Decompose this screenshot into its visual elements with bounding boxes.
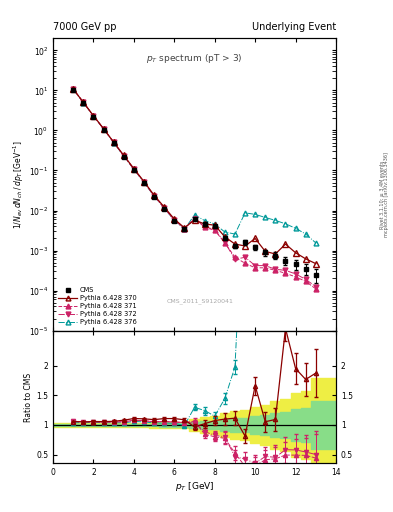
Y-axis label: Ratio to CMS: Ratio to CMS <box>24 372 33 421</box>
Text: mcplots.cern.ch [arXiv:1306.3436]: mcplots.cern.ch [arXiv:1306.3436] <box>384 152 389 237</box>
Text: CMS_2011_S9120041: CMS_2011_S9120041 <box>167 298 233 304</box>
Legend: CMS, Pythia 6.428 370, Pythia 6.428 371, Pythia 6.428 372, Pythia 6.428 376: CMS, Pythia 6.428 370, Pythia 6.428 371,… <box>56 285 138 327</box>
Text: Rivet 3.1.10; ≥ 3.4M events: Rivet 3.1.10; ≥ 3.4M events <box>380 160 384 229</box>
Text: Underlying Event: Underlying Event <box>252 22 336 32</box>
Text: 7000 GeV pp: 7000 GeV pp <box>53 22 117 32</box>
X-axis label: $p_T$ [GeV]: $p_T$ [GeV] <box>175 480 214 493</box>
Y-axis label: $1/N_{ev}\,dN_{ch}\,/\,dp_{T}\,[\mathrm{GeV}^{-1}]$: $1/N_{ev}\,dN_{ch}\,/\,dp_{T}\,[\mathrm{… <box>12 140 26 229</box>
Text: $p_T$ spectrum (pT > 3): $p_T$ spectrum (pT > 3) <box>146 52 243 65</box>
